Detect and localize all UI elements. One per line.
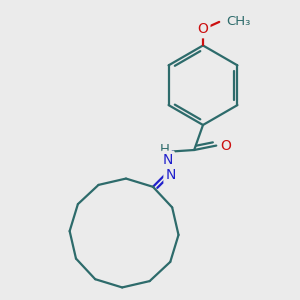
Text: O: O bbox=[198, 22, 208, 36]
Text: N: N bbox=[165, 168, 176, 182]
Text: CH₃: CH₃ bbox=[226, 15, 251, 28]
Text: O: O bbox=[220, 139, 231, 153]
Text: N: N bbox=[163, 153, 173, 167]
Text: H: H bbox=[160, 142, 170, 156]
